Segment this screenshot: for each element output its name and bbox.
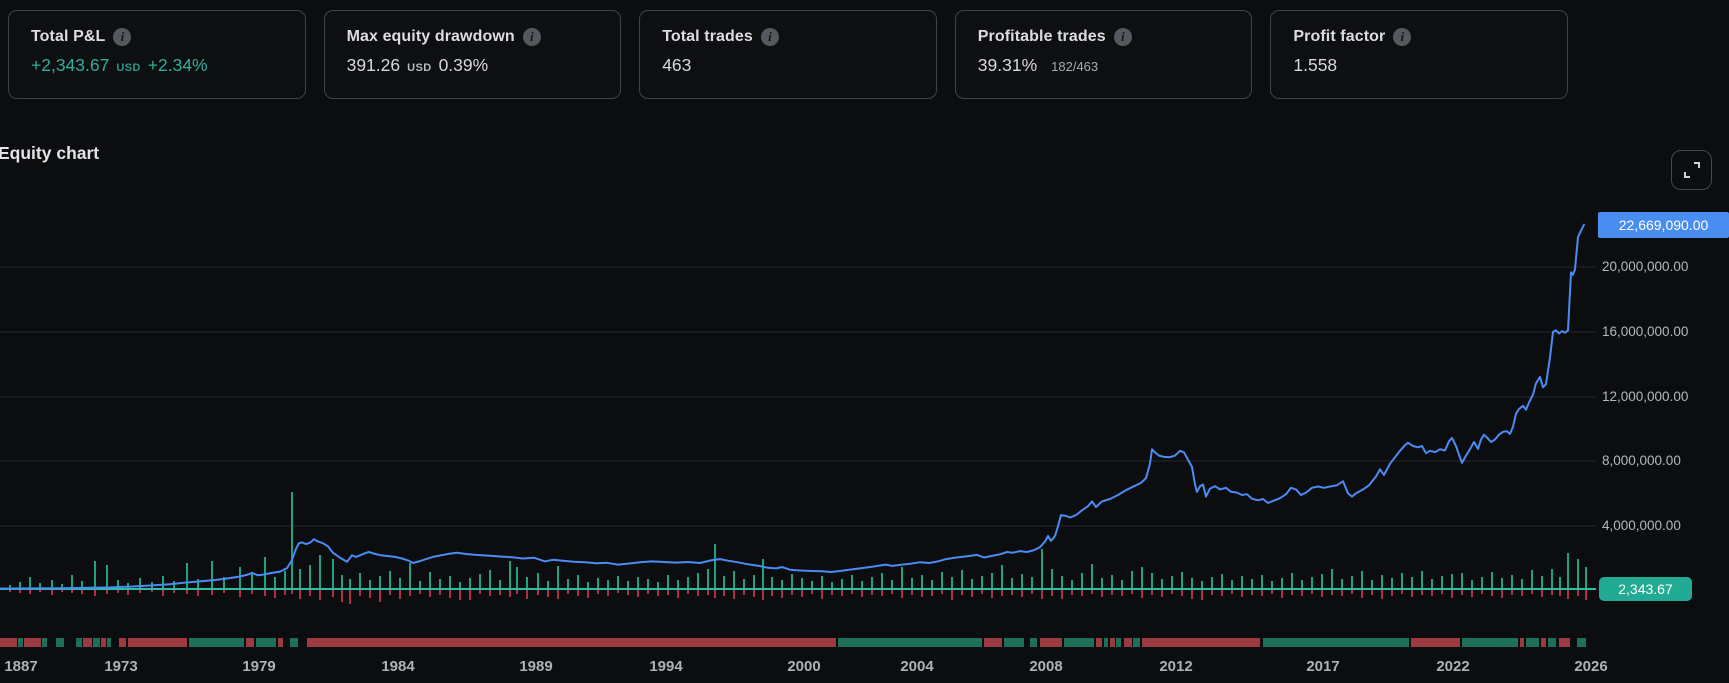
- expand-icon: [1683, 162, 1700, 178]
- time-axis[interactable]: 1887 1973 1979 1984 1989 1994 2000 2004 2008 2012…: [0, 655, 1729, 683]
- time-axis-label: 1989: [519, 658, 553, 675]
- stat-unit: USD: [407, 62, 432, 74]
- time-axis-label: 2026: [1574, 658, 1608, 675]
- stat-extra: +2.34%: [147, 55, 208, 75]
- info-icon[interactable]: i: [522, 28, 541, 46]
- card-title: Total trades: [662, 28, 753, 45]
- price-axis-label: 4,000,000.00: [1602, 518, 1681, 533]
- stat-value: 1.558: [1293, 55, 1338, 75]
- time-axis-label: 2017: [1306, 658, 1340, 675]
- time-axis-label: 2000: [787, 658, 821, 675]
- price-axis-label: 16,000,000.00: [1602, 324, 1689, 339]
- card-title: Max equity drawdown: [346, 28, 515, 45]
- price-axis-label: 12,000,000.00: [1602, 389, 1689, 404]
- time-axis-label: 2004: [900, 658, 934, 675]
- stat-value: 463: [662, 55, 692, 75]
- card-total-pnl: Total P&L i +2,343.67 USD +2.34%: [8, 10, 306, 99]
- card-total-trades: Total trades i 463: [639, 10, 937, 99]
- baseline-value-badge: 2,343.67: [1599, 577, 1692, 601]
- time-axis-label: 2022: [1436, 658, 1470, 675]
- time-axis-label: 1979: [242, 658, 276, 675]
- card-max-drawdown: Max equity drawdown i 391.26 USD 0.39%: [323, 10, 622, 99]
- price-axis-label: 8,000,000.00: [1602, 453, 1681, 468]
- time-axis-label: 2012: [1159, 658, 1193, 675]
- performance-summary-cards: Total P&L i +2,343.67 USD +2.34% Max equ…: [8, 10, 1568, 99]
- stat-value: 39.31%: [977, 55, 1038, 75]
- time-axis-label: 2008: [1029, 658, 1063, 675]
- time-axis-label: 1994: [649, 658, 683, 675]
- stat-value: 391.26: [346, 55, 401, 75]
- stat-unit: USD: [116, 62, 141, 74]
- info-icon[interactable]: i: [760, 28, 779, 46]
- card-title: Profitable trades: [977, 28, 1106, 45]
- card-profitable-trades: Profitable trades i 39.31% 182/463: [954, 10, 1253, 99]
- stat-extra: 182/463: [1051, 59, 1099, 74]
- info-icon[interactable]: i: [1113, 28, 1132, 46]
- card-profit-factor: Profit factor i 1.558: [1270, 10, 1568, 99]
- info-icon[interactable]: i: [1393, 28, 1412, 46]
- stat-value: +2,343.67: [31, 55, 110, 75]
- expand-chart-button[interactable]: [1671, 150, 1712, 190]
- card-title: Total P&L: [31, 28, 106, 45]
- last-equity-value-badge: 22,669,090.00: [1598, 212, 1729, 238]
- time-axis-label: 1887: [4, 658, 38, 675]
- time-axis-label: 1973: [104, 658, 138, 675]
- time-axis-label: 1984: [381, 658, 415, 675]
- info-icon[interactable]: i: [113, 28, 132, 46]
- equity-chart-title: Equity chart: [0, 143, 100, 163]
- price-axis[interactable]: 20,000,000.00 16,000,000.00 12,000,000.00 8…: [1596, 185, 1729, 660]
- price-axis-label: 20,000,000.00: [1602, 259, 1689, 274]
- stat-extra: 0.39%: [438, 55, 489, 75]
- card-title: Profit factor: [1293, 28, 1386, 45]
